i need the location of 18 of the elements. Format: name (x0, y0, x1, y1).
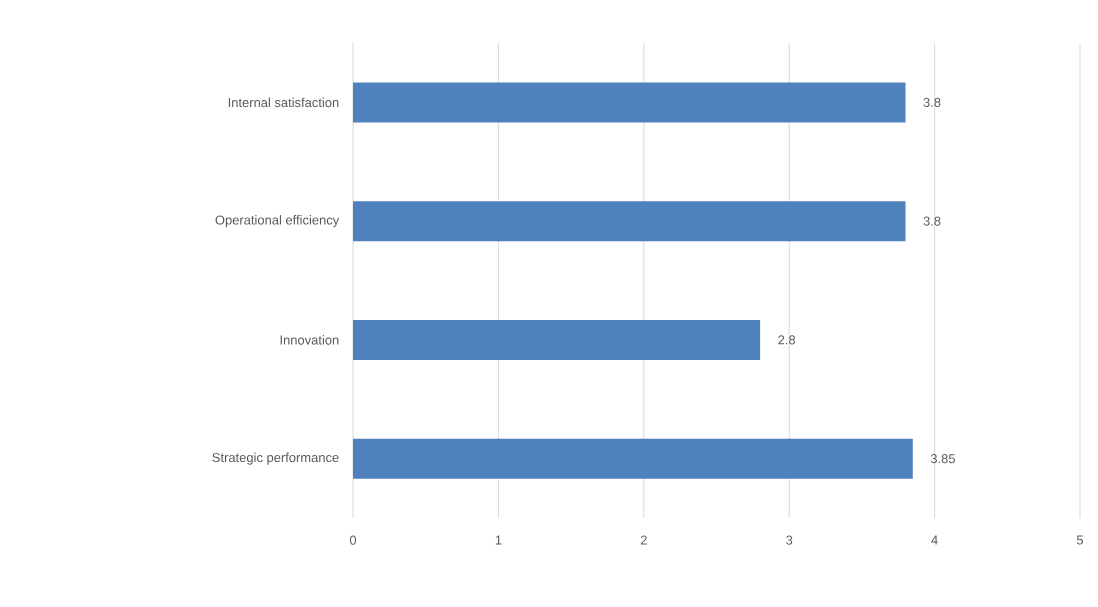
data-label: 3.8 (923, 97, 941, 107)
y-tick-label: Strategic performance (212, 452, 339, 465)
x-tick-label: 3 (786, 535, 793, 545)
y-tick-label: Operational efficiency (215, 215, 340, 228)
y-tick-label: Internal satisfaction (228, 97, 339, 108)
bar (353, 201, 906, 242)
x-tick-label: 1 (495, 535, 502, 545)
bar (353, 82, 906, 123)
y-tick-label: Innovation (280, 335, 339, 345)
data-label: 2.8 (778, 335, 796, 345)
x-tick-label: 5 (1076, 535, 1084, 545)
data-label: 3.8 (923, 216, 941, 226)
bar (353, 438, 913, 479)
x-tick-label: 0 (349, 535, 357, 545)
x-tick-label: 4 (931, 535, 938, 545)
data-label: 3.85 (930, 454, 955, 464)
bar (353, 319, 761, 360)
x-tick-label: 2 (640, 535, 647, 545)
